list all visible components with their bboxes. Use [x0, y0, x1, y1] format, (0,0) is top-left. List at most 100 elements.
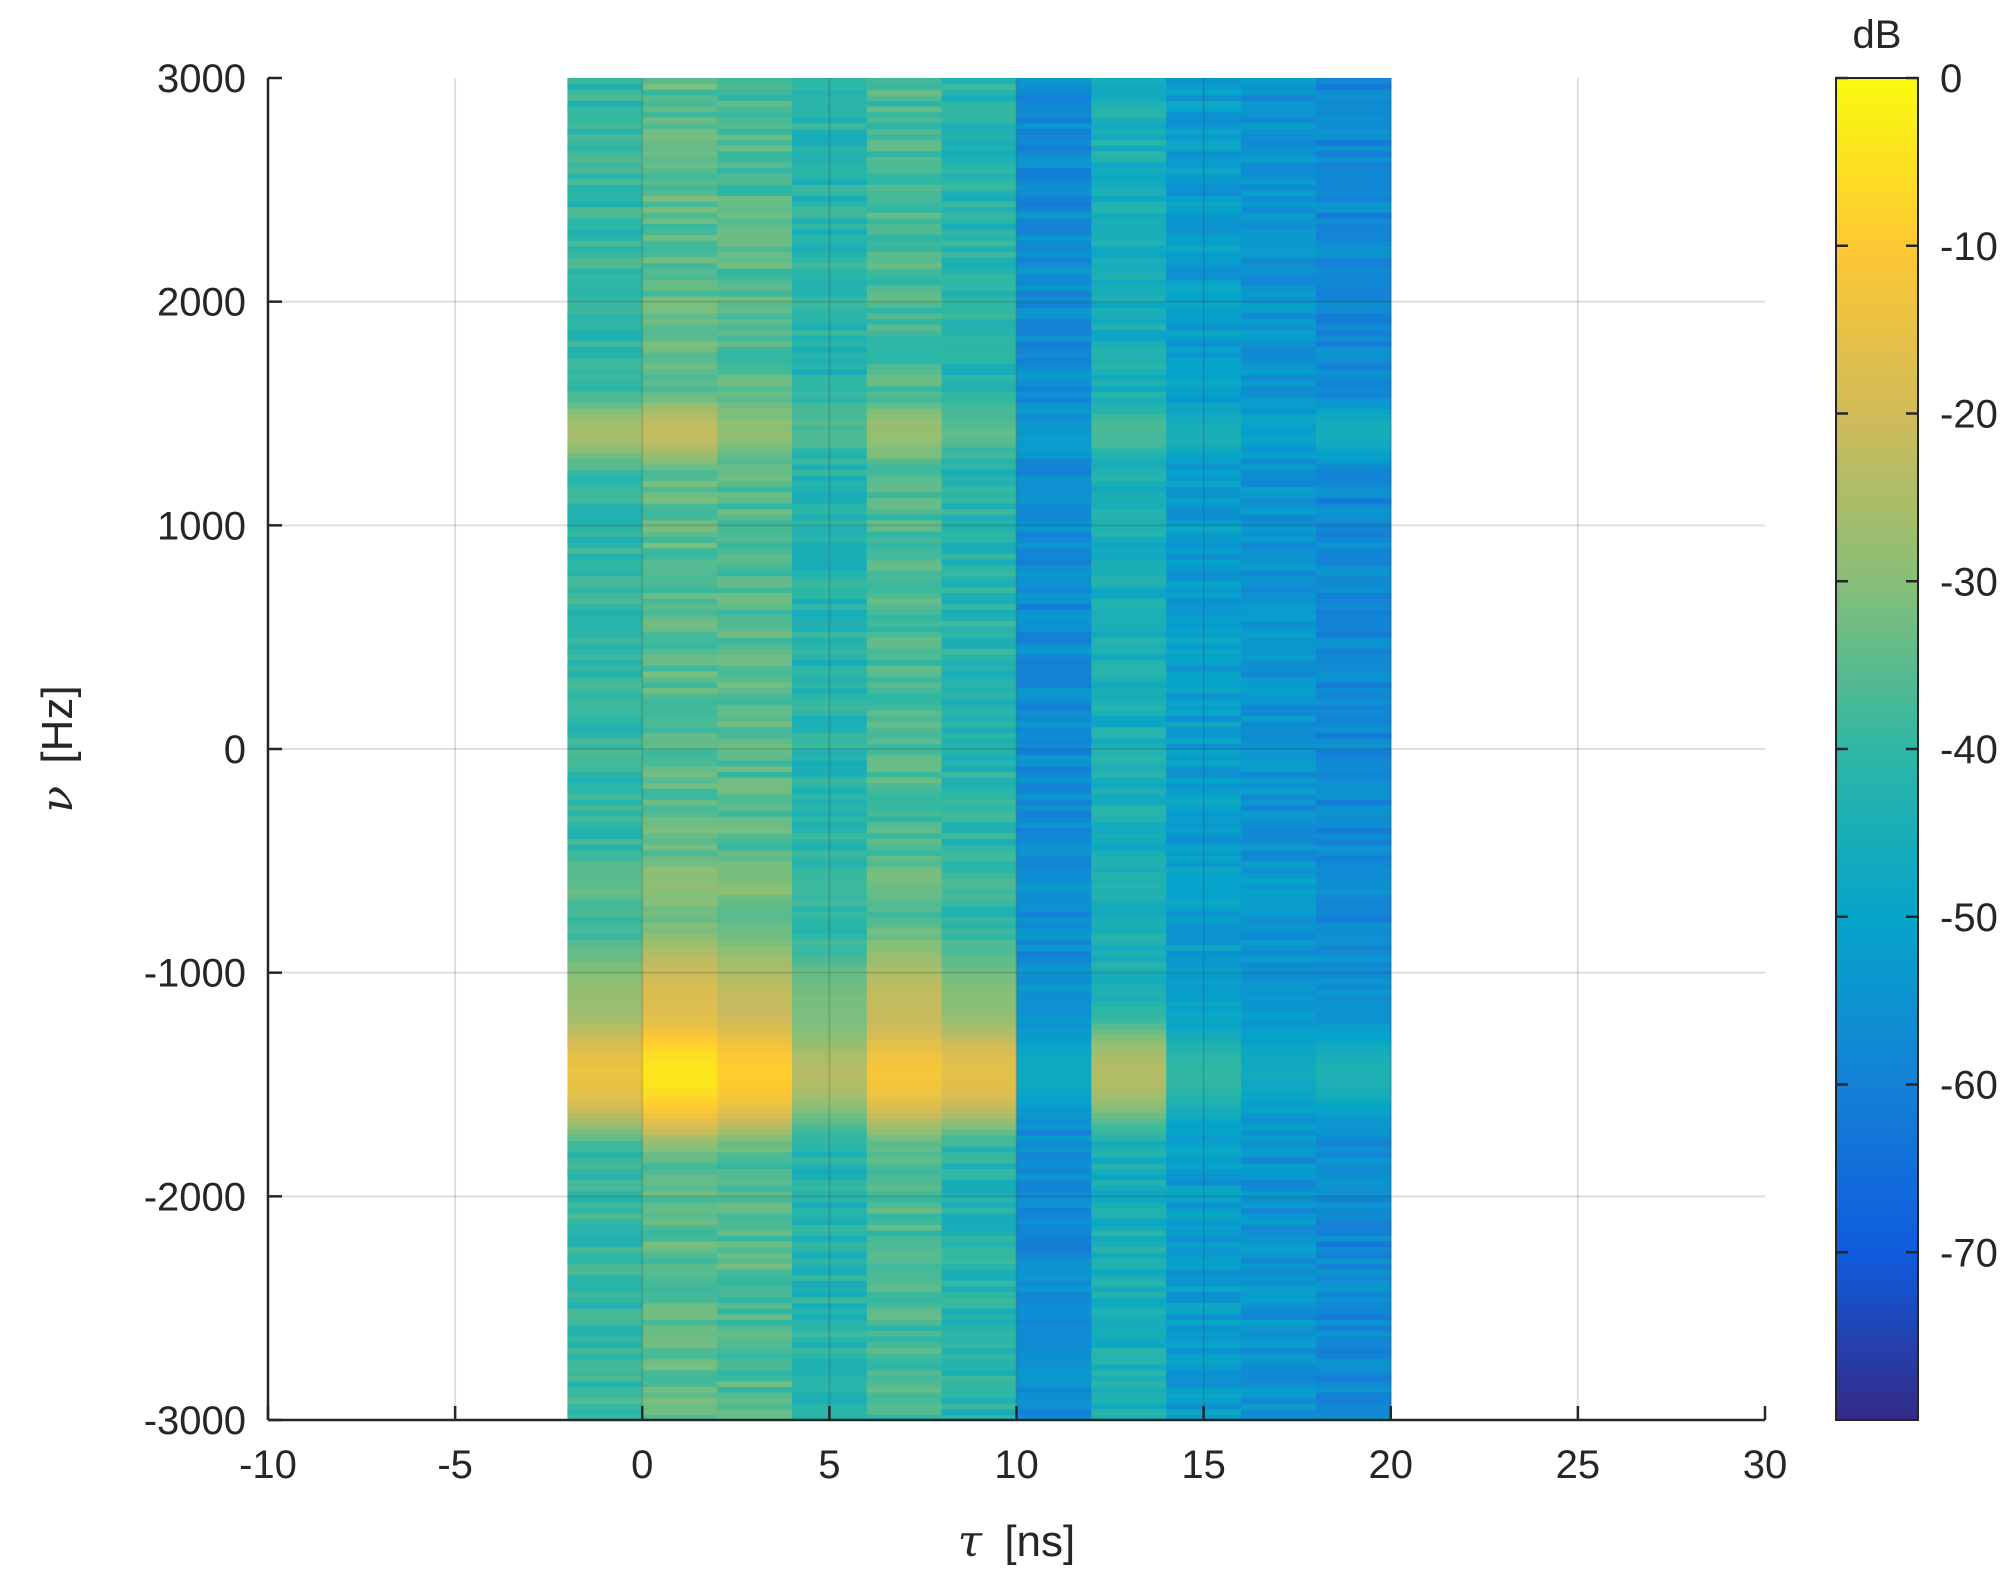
heatmap-cell	[1091, 458, 1167, 465]
heatmap-cell	[941, 1123, 1018, 1130]
heatmap-cell	[567, 693, 643, 700]
heatmap-cell	[717, 491, 793, 498]
heatmap-cell	[1091, 1269, 1167, 1276]
heatmap-cell	[866, 844, 943, 851]
heatmap-cell	[1166, 1274, 1242, 1281]
heatmap-cell	[941, 452, 1018, 459]
heatmap-cell	[941, 78, 1018, 85]
heatmap-cell	[1166, 379, 1242, 387]
heatmap-cell	[717, 832, 793, 840]
heatmap-cell	[642, 1207, 718, 1214]
heatmap-cell	[717, 614, 793, 621]
heatmap-cell	[642, 894, 718, 901]
heatmap-cell	[866, 983, 943, 991]
heatmap-cell	[1166, 760, 1242, 767]
heatmap-cell	[717, 1380, 793, 1388]
heatmap-cell	[1016, 676, 1092, 683]
heatmap-cell	[1315, 922, 1392, 929]
heatmap-cell	[1166, 614, 1242, 621]
heatmap-cell	[866, 1229, 943, 1237]
heatmap-cell	[642, 849, 718, 856]
heatmap-cell	[1241, 536, 1317, 543]
heatmap-cell	[717, 502, 793, 510]
heatmap-cell	[1091, 486, 1167, 493]
heatmap-cell	[642, 737, 718, 745]
heatmap-cell	[1016, 530, 1092, 538]
heatmap-cell	[642, 1011, 718, 1018]
heatmap-cell	[1241, 877, 1317, 884]
heatmap-cell	[567, 575, 643, 582]
heatmap-cell	[1241, 1213, 1317, 1220]
heatmap-cell	[642, 1414, 718, 1421]
heatmap-cell	[642, 888, 718, 895]
heatmap-cell	[567, 570, 643, 577]
heatmap-cell	[941, 1201, 1018, 1209]
heatmap-cell	[1091, 614, 1167, 621]
heatmap-cell	[1016, 1017, 1092, 1024]
heatmap-cell	[866, 290, 943, 297]
heatmap-cell	[642, 1324, 718, 1332]
heatmap-cell	[642, 329, 718, 336]
heatmap-cell	[791, 1056, 868, 1063]
heatmap-cell	[941, 838, 1018, 845]
heatmap-cell	[1315, 1101, 1392, 1108]
heatmap-cell	[866, 553, 943, 560]
heatmap-cell	[1091, 497, 1167, 504]
heatmap-cell	[1241, 581, 1317, 588]
heatmap-cell	[1091, 1196, 1167, 1203]
heatmap-cell	[717, 145, 793, 152]
heatmap-cell	[941, 1241, 1018, 1248]
heatmap-cell	[1091, 1034, 1167, 1041]
heatmap-cell	[1016, 324, 1092, 331]
heatmap-cell	[866, 335, 943, 342]
heatmap-cell	[1016, 1045, 1092, 1052]
heatmap-cell	[866, 927, 943, 935]
heatmap-cell	[642, 156, 718, 163]
heatmap-cell	[1241, 363, 1317, 370]
heatmap-cell	[791, 530, 868, 538]
heatmap-cell	[866, 715, 943, 722]
heatmap-cell	[1016, 502, 1092, 510]
heatmap-cell	[941, 441, 1018, 448]
heatmap-cell	[567, 324, 643, 331]
heatmap-cell	[567, 1397, 643, 1404]
heatmap-cell	[1241, 989, 1317, 996]
heatmap-cell	[941, 659, 1018, 666]
heatmap-cell	[642, 1123, 718, 1130]
heatmap-cell	[642, 279, 718, 286]
heatmap-cell	[1315, 508, 1392, 515]
heatmap-cell	[1091, 1313, 1167, 1320]
heatmap-cell	[567, 670, 643, 677]
heatmap-cell	[717, 447, 793, 454]
heatmap-cell	[1091, 1302, 1167, 1309]
heatmap-cell	[1091, 223, 1167, 230]
heatmap-cell	[567, 1369, 643, 1376]
heatmap-cell	[717, 1375, 793, 1382]
heatmap-cell	[642, 117, 718, 124]
heatmap-cell	[866, 329, 943, 336]
heatmap-cell	[717, 698, 793, 705]
heatmap-cell	[567, 340, 643, 347]
heatmap-cell	[567, 1084, 643, 1091]
heatmap-cell	[1241, 598, 1317, 605]
heatmap-cell	[941, 715, 1018, 722]
heatmap-cell	[1241, 972, 1317, 979]
heatmap-cell	[1166, 681, 1242, 689]
heatmap-cell	[1091, 1341, 1167, 1348]
heatmap-cell	[1091, 1101, 1167, 1108]
heatmap-cell	[941, 1280, 1018, 1287]
heatmap-cell	[1166, 458, 1242, 465]
heatmap-cell	[567, 318, 643, 325]
heatmap-cell	[1241, 301, 1317, 308]
heatmap-cell	[1091, 502, 1167, 510]
heatmap-cell	[717, 1364, 793, 1371]
heatmap-cell	[1166, 1207, 1242, 1214]
heatmap-cell	[1315, 1224, 1392, 1231]
heatmap-cell	[642, 765, 718, 772]
heatmap-cell	[791, 447, 868, 454]
heatmap-cell	[1315, 776, 1392, 784]
heatmap-cell	[1091, 234, 1167, 241]
heatmap-cell	[717, 765, 793, 772]
heatmap-cell	[1315, 189, 1392, 197]
heatmap-cell	[642, 681, 718, 689]
